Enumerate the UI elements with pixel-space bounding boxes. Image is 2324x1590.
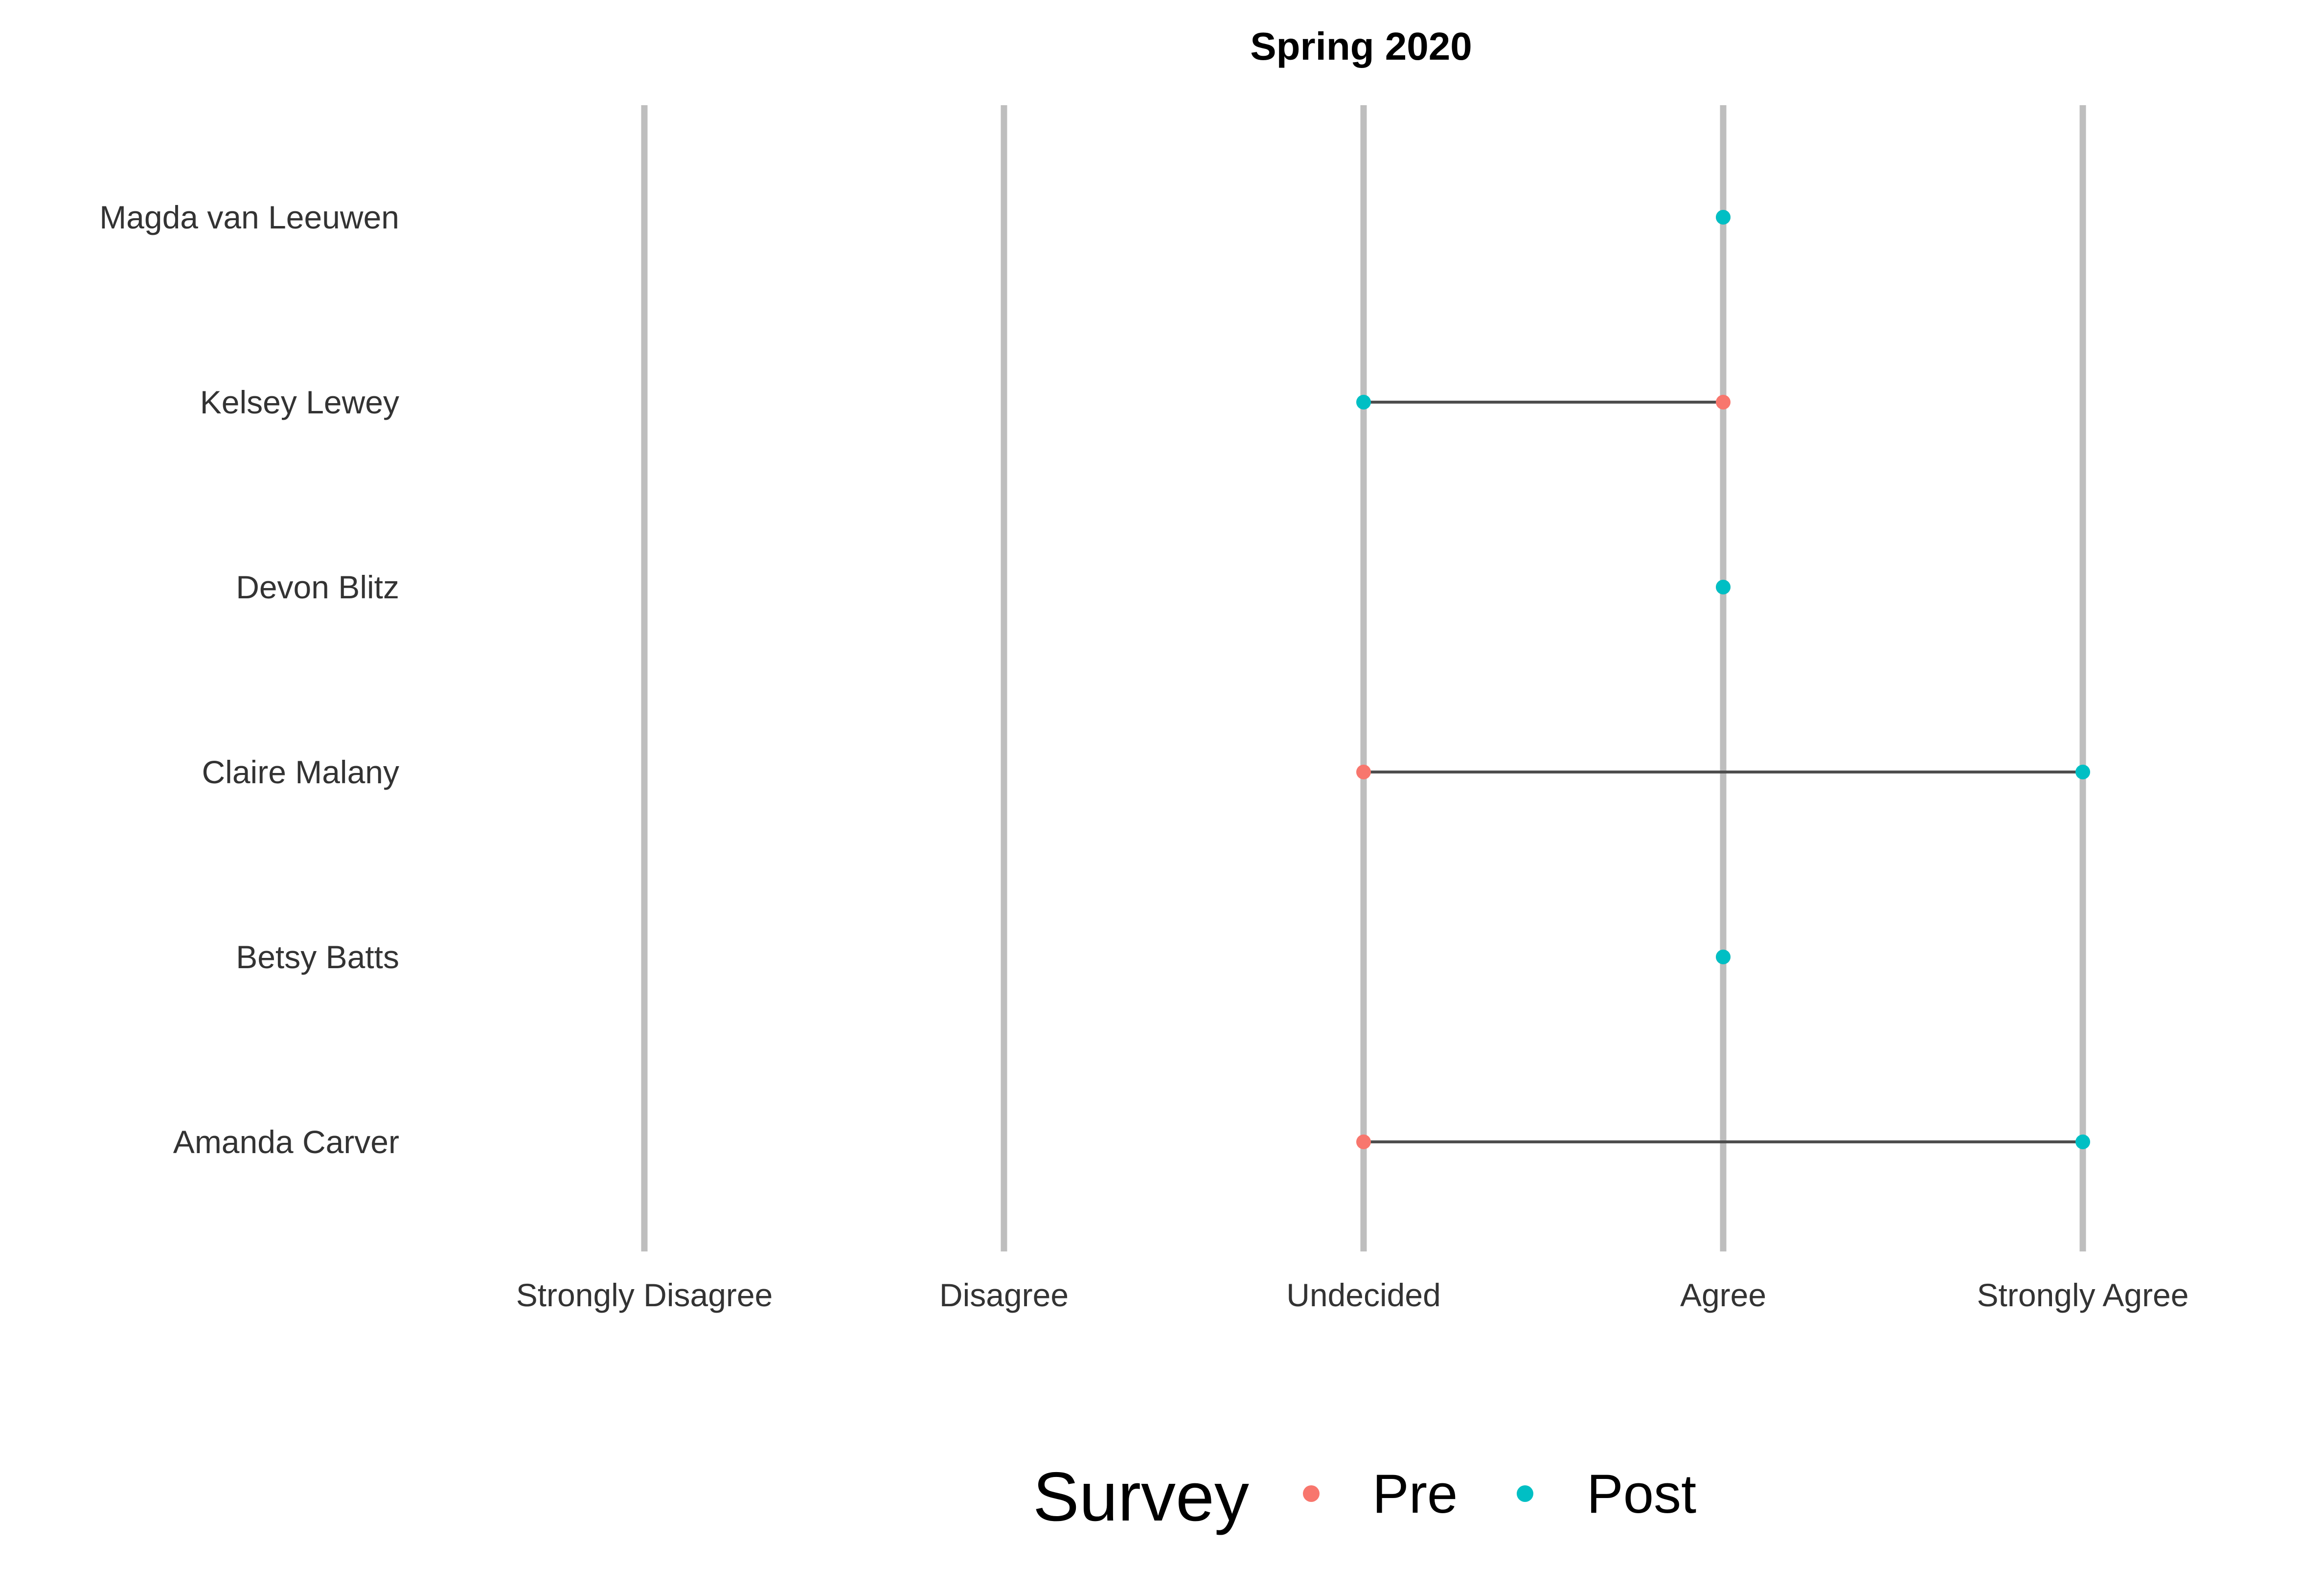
y-tick-label: Kelsey Lewey (200, 384, 399, 420)
gridlines (641, 105, 2086, 1251)
legend-label-post: Post (1587, 1463, 1696, 1524)
pre-point (1356, 1135, 1371, 1149)
post-point (1716, 580, 1731, 594)
legend-key-post (1517, 1485, 1533, 1502)
post-point (1356, 395, 1371, 409)
x-tick-label: Strongly Disagree (516, 1277, 773, 1313)
connector-lines (1364, 401, 2083, 1143)
x-axis-tick-labels: Strongly Disagree Disagree Undecided Agree S… (516, 1277, 2189, 1313)
y-tick-label: Claire Malany (202, 754, 399, 790)
post-point (2075, 765, 2090, 779)
x-tick-label: Agree (1680, 1277, 1766, 1313)
post-point (1716, 950, 1731, 964)
y-tick-label: Devon Blitz (236, 569, 399, 605)
y-tick-label: Amanda Carver (173, 1124, 399, 1160)
x-tick-label: Disagree (939, 1277, 1069, 1313)
y-tick-label: Magda van Leeuwen (99, 199, 399, 235)
pre-point (1356, 765, 1371, 779)
pre-point (1716, 395, 1731, 409)
legend-label-pre: Pre (1372, 1463, 1458, 1524)
data-points (1356, 210, 2090, 1149)
chart-title: Spring 2020 (1250, 24, 1472, 68)
post-point (2075, 1135, 2090, 1149)
legend-key-pre (1303, 1485, 1320, 1502)
x-tick-label: Undecided (1286, 1277, 1441, 1313)
y-axis-tick-labels: Magda van Leeuwen Kelsey Lewey Devon Blitz… (99, 199, 399, 1160)
legend: Survey Pre Post (1033, 1458, 1696, 1536)
y-tick-label: Betsy Batts (236, 939, 399, 975)
legend-entries: Pre Post (1303, 1463, 1696, 1524)
x-tick-label: Strongly Agree (1977, 1277, 2189, 1313)
legend-title: Survey (1033, 1458, 1249, 1536)
post-point (1716, 210, 1731, 225)
